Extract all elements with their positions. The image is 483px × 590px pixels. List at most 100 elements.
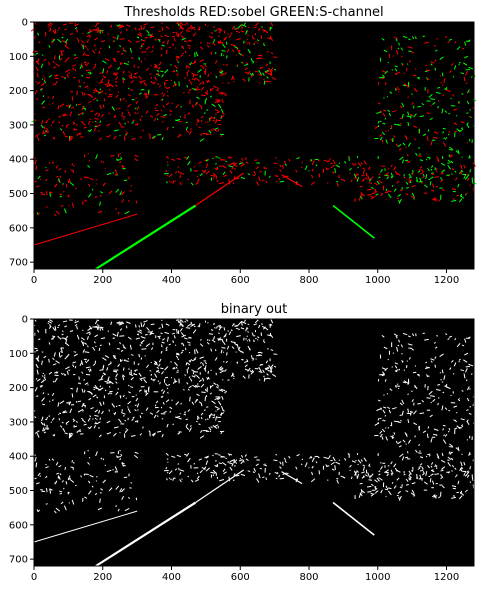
edge-pixel bbox=[190, 182, 194, 186]
edge-pixel bbox=[164, 69, 169, 74]
y-tick-label: 200 bbox=[9, 86, 28, 97]
x-tick-label: 200 bbox=[93, 275, 112, 286]
edge-pixel bbox=[64, 38, 69, 44]
edge-pixel bbox=[101, 410, 104, 415]
edge-pixel bbox=[58, 324, 61, 327]
edge-pixel bbox=[411, 172, 413, 175]
edge-pixel bbox=[102, 68, 105, 74]
edge-pixel bbox=[236, 335, 241, 338]
edge-pixel bbox=[179, 471, 182, 476]
lane-line bbox=[332, 501, 375, 536]
edge-pixel bbox=[41, 119, 44, 125]
edge-pixel bbox=[393, 463, 397, 468]
edge-pixel bbox=[204, 419, 207, 421]
edge-pixel bbox=[108, 385, 111, 388]
edge-pixel bbox=[149, 115, 154, 118]
edge-pixel bbox=[55, 462, 59, 466]
edge-pixel bbox=[177, 166, 180, 168]
edge-pixel bbox=[244, 360, 249, 364]
edge-pixel bbox=[399, 198, 402, 203]
edge-pixel bbox=[111, 106, 116, 111]
edge-pixel bbox=[405, 159, 409, 162]
edge-pixel bbox=[130, 80, 134, 84]
edge-pixel bbox=[199, 469, 203, 474]
edge-pixel bbox=[130, 89, 134, 92]
edge-pixel bbox=[383, 109, 387, 112]
edge-pixel bbox=[240, 30, 245, 33]
edge-pixel bbox=[74, 23, 77, 25]
edge-pixel bbox=[465, 82, 468, 85]
edge-pixel bbox=[466, 439, 469, 441]
edge-pixel bbox=[34, 387, 38, 392]
edge-pixel bbox=[351, 163, 356, 166]
edge-pixel bbox=[212, 119, 216, 122]
edge-pixel bbox=[472, 396, 477, 399]
edge-pixel bbox=[240, 176, 246, 179]
edge-pixel bbox=[204, 91, 207, 95]
edge-pixel bbox=[311, 169, 314, 172]
edge-pixel bbox=[432, 494, 436, 498]
edge-pixel bbox=[155, 400, 159, 404]
edge-pixel bbox=[469, 169, 471, 173]
edge-pixel bbox=[119, 161, 122, 164]
edge-pixel bbox=[381, 374, 386, 377]
edge-pixel bbox=[76, 387, 78, 393]
edge-pixel bbox=[185, 362, 188, 366]
edge-pixel bbox=[83, 378, 85, 381]
edge-pixel bbox=[258, 70, 262, 76]
edge-pixel bbox=[115, 188, 120, 193]
edge-pixel bbox=[184, 453, 187, 456]
edge-pixel bbox=[91, 485, 94, 488]
edge-pixel bbox=[405, 187, 409, 189]
edge-pixel bbox=[94, 360, 97, 365]
edge-pixel bbox=[441, 84, 444, 86]
edge-pixel bbox=[397, 344, 400, 347]
edge-pixel bbox=[76, 132, 81, 136]
edge-pixel bbox=[399, 495, 402, 500]
edge-pixel bbox=[155, 369, 160, 373]
y-tick-label: 700 bbox=[9, 258, 28, 269]
edge-pixel bbox=[120, 349, 124, 352]
edge-pixel bbox=[295, 466, 298, 470]
edge-pixel bbox=[214, 60, 218, 64]
edge-pixel bbox=[187, 160, 191, 166]
edge-pixel bbox=[45, 463, 47, 466]
edge-pixel bbox=[122, 97, 125, 101]
edge-pixel bbox=[57, 476, 60, 479]
edge-pixel bbox=[64, 325, 68, 328]
edge-pixel bbox=[73, 56, 78, 60]
edge-pixel bbox=[176, 328, 178, 334]
edge-pixel bbox=[60, 75, 64, 78]
edge-pixel bbox=[267, 37, 272, 40]
edge-pixel bbox=[86, 359, 90, 362]
edge-pixel bbox=[264, 166, 266, 168]
edge-pixel bbox=[177, 320, 180, 323]
edge-pixel bbox=[107, 135, 112, 138]
edge-pixel bbox=[115, 158, 120, 161]
edge-pixel bbox=[430, 395, 435, 397]
edge-pixel bbox=[188, 427, 192, 432]
edge-pixel bbox=[89, 30, 92, 33]
edge-pixel bbox=[45, 169, 49, 172]
edge-pixel bbox=[147, 386, 150, 391]
edge-pixel bbox=[41, 63, 43, 68]
edge-pixel bbox=[390, 469, 393, 473]
edge-pixel bbox=[156, 133, 162, 136]
edge-pixel bbox=[186, 155, 190, 160]
edge-pixel bbox=[253, 26, 257, 29]
edge-pixel bbox=[335, 164, 341, 168]
edge-pixel bbox=[449, 146, 453, 150]
edge-pixel bbox=[156, 112, 160, 117]
edge-pixel bbox=[443, 375, 446, 380]
edge-pixel bbox=[213, 39, 216, 43]
edge-pixel bbox=[408, 60, 411, 63]
edge-pixel bbox=[279, 461, 282, 465]
edge-pixel bbox=[49, 103, 51, 105]
edge-pixel bbox=[380, 165, 382, 167]
edge-pixel bbox=[43, 428, 46, 432]
edge-pixel bbox=[441, 485, 445, 489]
edge-pixel bbox=[64, 170, 67, 173]
edge-pixel bbox=[466, 173, 469, 176]
edge-pixel bbox=[115, 405, 118, 408]
edge-pixel bbox=[228, 165, 234, 168]
